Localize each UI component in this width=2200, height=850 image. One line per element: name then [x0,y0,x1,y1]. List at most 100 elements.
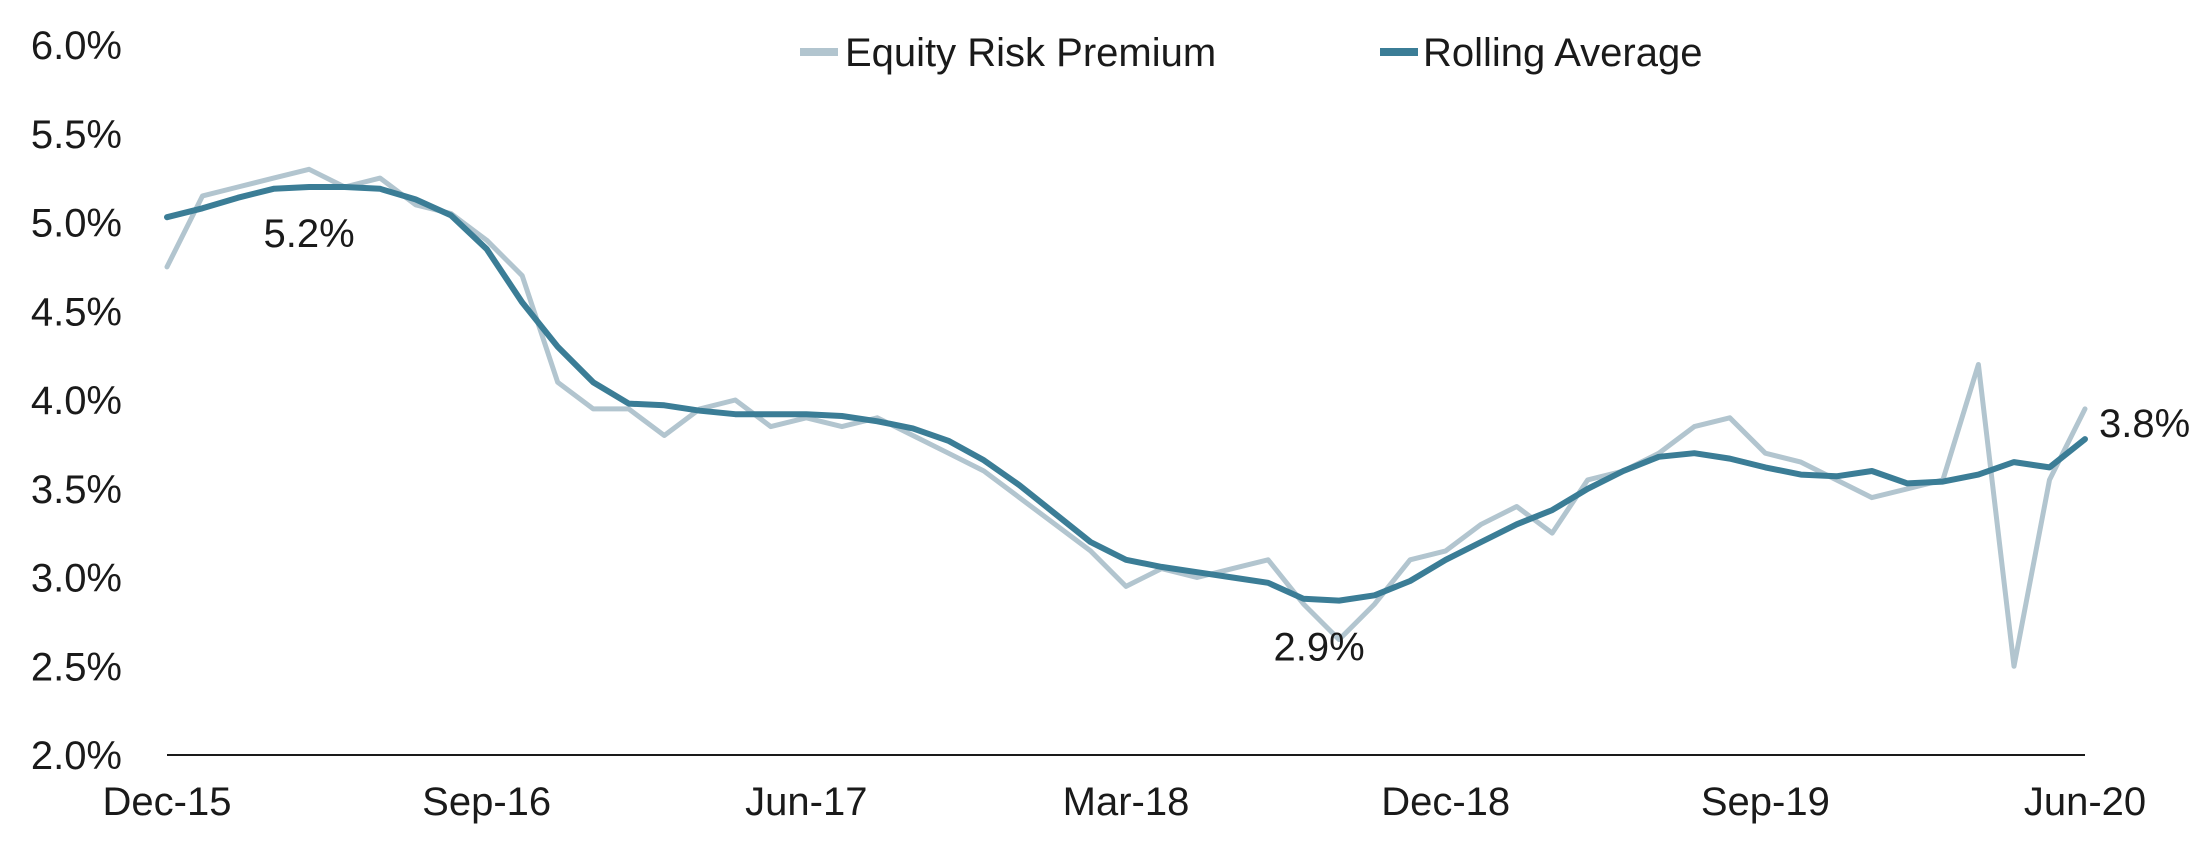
annotation-layer: 5.2% 2.9% 3.8% [263,212,2190,670]
data-point [1835,475,1837,477]
data-point [379,177,381,179]
x-tick-label: Jun-17 [745,780,867,824]
series-layer [164,166,2088,669]
data-point [841,426,843,428]
data-point [734,399,736,401]
x-tick-label: Dec-15 [103,780,232,824]
series-equity-risk-premium [164,166,2088,669]
data-point [1871,497,1873,499]
data-point [841,415,843,417]
data-point [1729,458,1731,460]
series-line [164,184,2088,604]
data-point [1161,566,1162,568]
data-point [344,186,346,188]
data-point [876,417,878,419]
x-axis-tick-labels: Dec-15 Sep-16 Jun-17 Mar-18 Dec-18 Sep-19 Jun-… [103,780,2147,824]
legend-label: Rolling Average [1423,31,1702,75]
data-point [1018,497,1020,499]
x-tick-label: Sep-16 [422,780,551,824]
data-point [1977,474,1979,476]
data-point [947,440,949,442]
data-point [876,420,878,422]
data-point [1054,523,1056,525]
data-point [2049,479,2050,481]
data-point [663,404,665,406]
data-point [912,435,914,436]
data-point [1942,481,1944,483]
data-point [1196,571,1198,573]
data-point [1267,559,1269,561]
data-point [663,435,665,436]
data-point [734,413,736,415]
data-point [1871,470,1873,472]
data-point [1125,585,1127,587]
data-point [1764,452,1766,454]
data-point [273,188,275,190]
data-point [1480,523,1482,525]
data-point [1906,488,1908,490]
data-point [2013,461,2015,463]
series-line [164,166,2088,669]
data-point [1125,559,1127,561]
data-point [1374,594,1376,596]
legend-label: Equity Risk Premium [845,31,1216,75]
data-point [415,204,417,206]
x-tick-label: Jun-20 [2024,780,2146,824]
data-point [1551,509,1553,511]
legend-item: Equity Risk Premium [800,31,1216,75]
data-label: 2.9% [1274,626,1365,670]
data-point [202,195,203,197]
data-point [1551,532,1553,534]
data-point [1658,456,1660,458]
data-point [1303,598,1305,600]
data-point [805,417,807,419]
data-point [805,413,807,415]
data-point [1480,541,1482,543]
data-point [912,427,914,429]
legend-item: Rolling Average [1380,31,1702,75]
data-point [983,470,985,472]
data-point [1018,484,1020,486]
data-point [1693,452,1695,454]
data-point [1622,470,1624,472]
data-point [2084,438,2086,440]
data-point [166,266,168,268]
data-point [1445,550,1447,552]
y-tick-label: 4.5% [31,290,122,334]
data-point [557,346,559,348]
y-tick-label: 4.0% [31,379,122,423]
data-point [1054,513,1056,515]
data-point [1232,577,1234,578]
data-point [166,216,168,218]
data-point [1445,559,1447,561]
data-label: 3.8% [2099,402,2190,446]
data-point [202,207,203,209]
data-point [1800,474,1802,476]
data-point [1338,639,1340,641]
data-point [699,410,701,412]
data-point [521,275,523,277]
data-point [592,381,594,383]
data-point [1764,466,1766,468]
y-axis-tick-labels: 2.0% 2.5% 3.0% 3.5% 4.0% 4.5% 5.0% 5.5% 6.0% [31,24,122,778]
data-point [1374,603,1376,605]
data-point [379,188,381,190]
data-point [947,452,949,454]
data-point [1729,417,1731,419]
data-point [2013,665,2015,667]
data-point [1196,577,1198,578]
data-point [592,408,594,410]
data-point [2084,408,2086,410]
y-tick-label: 2.0% [31,734,122,778]
series-rolling-average [164,184,2088,604]
data-point [1906,482,1908,484]
data-point [1267,582,1269,584]
data-point [983,459,985,461]
data-point [1587,488,1589,490]
data-point [770,426,772,428]
x-tick-label: Mar-18 [1063,780,1190,824]
data-point [2049,466,2050,468]
data-point [1090,541,1091,543]
data-point [1693,426,1695,428]
